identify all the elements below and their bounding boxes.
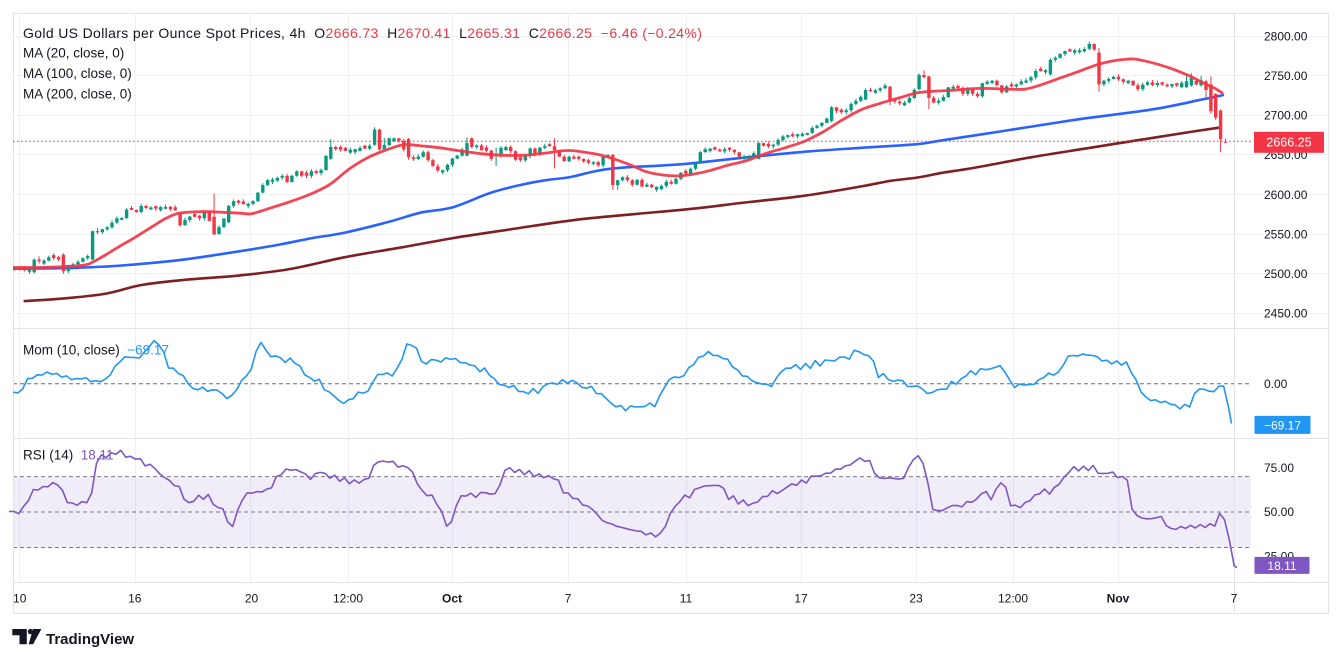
svg-text:MA (100, close, 0): MA (100, close, 0) <box>23 66 132 81</box>
svg-text:2550.00: 2550.00 <box>1264 227 1308 241</box>
svg-text:11: 11 <box>680 592 693 606</box>
svg-text:Mom (10, close) −69.17: Mom (10, close) −69.17 <box>23 343 169 358</box>
svg-text:75.00: 75.00 <box>1264 461 1294 475</box>
svg-text:2500.00: 2500.00 <box>1264 267 1308 281</box>
svg-text:17: 17 <box>794 592 808 606</box>
svg-text:18.11: 18.11 <box>1267 559 1296 573</box>
svg-text:2450.00: 2450.00 <box>1264 307 1308 321</box>
svg-text:10: 10 <box>13 592 27 606</box>
svg-text:TradingView: TradingView <box>46 631 134 648</box>
svg-text:12:00: 12:00 <box>998 592 1028 606</box>
svg-text:7: 7 <box>565 592 572 606</box>
svg-text:2700.00: 2700.00 <box>1264 109 1308 123</box>
svg-text:2600.00: 2600.00 <box>1264 188 1308 202</box>
svg-text:2666.25: 2666.25 <box>1266 136 1311 150</box>
svg-text:20: 20 <box>245 592 259 606</box>
svg-text:7: 7 <box>1231 592 1238 606</box>
svg-text:2800.00: 2800.00 <box>1264 29 1308 43</box>
svg-text:12:00: 12:00 <box>333 592 363 606</box>
svg-text:MA (20, close, 0): MA (20, close, 0) <box>23 46 124 61</box>
svg-text:Oct: Oct <box>442 592 462 606</box>
svg-text:16: 16 <box>128 592 142 606</box>
svg-text:2750.00: 2750.00 <box>1264 69 1308 83</box>
svg-text:Nov: Nov <box>1107 592 1130 606</box>
svg-text:23: 23 <box>909 592 923 606</box>
svg-text:MA (200, close, 0): MA (200, close, 0) <box>23 87 132 102</box>
svg-text:Gold US Dollars per Ounce Spot: Gold US Dollars per Ounce Spot Prices, 4… <box>23 25 702 41</box>
svg-text:RSI (14) 18.11: RSI (14) 18.11 <box>23 448 114 463</box>
svg-text:−69.17: −69.17 <box>1264 418 1301 432</box>
svg-text:50.00: 50.00 <box>1264 505 1294 519</box>
svg-text:0.00: 0.00 <box>1264 377 1288 391</box>
